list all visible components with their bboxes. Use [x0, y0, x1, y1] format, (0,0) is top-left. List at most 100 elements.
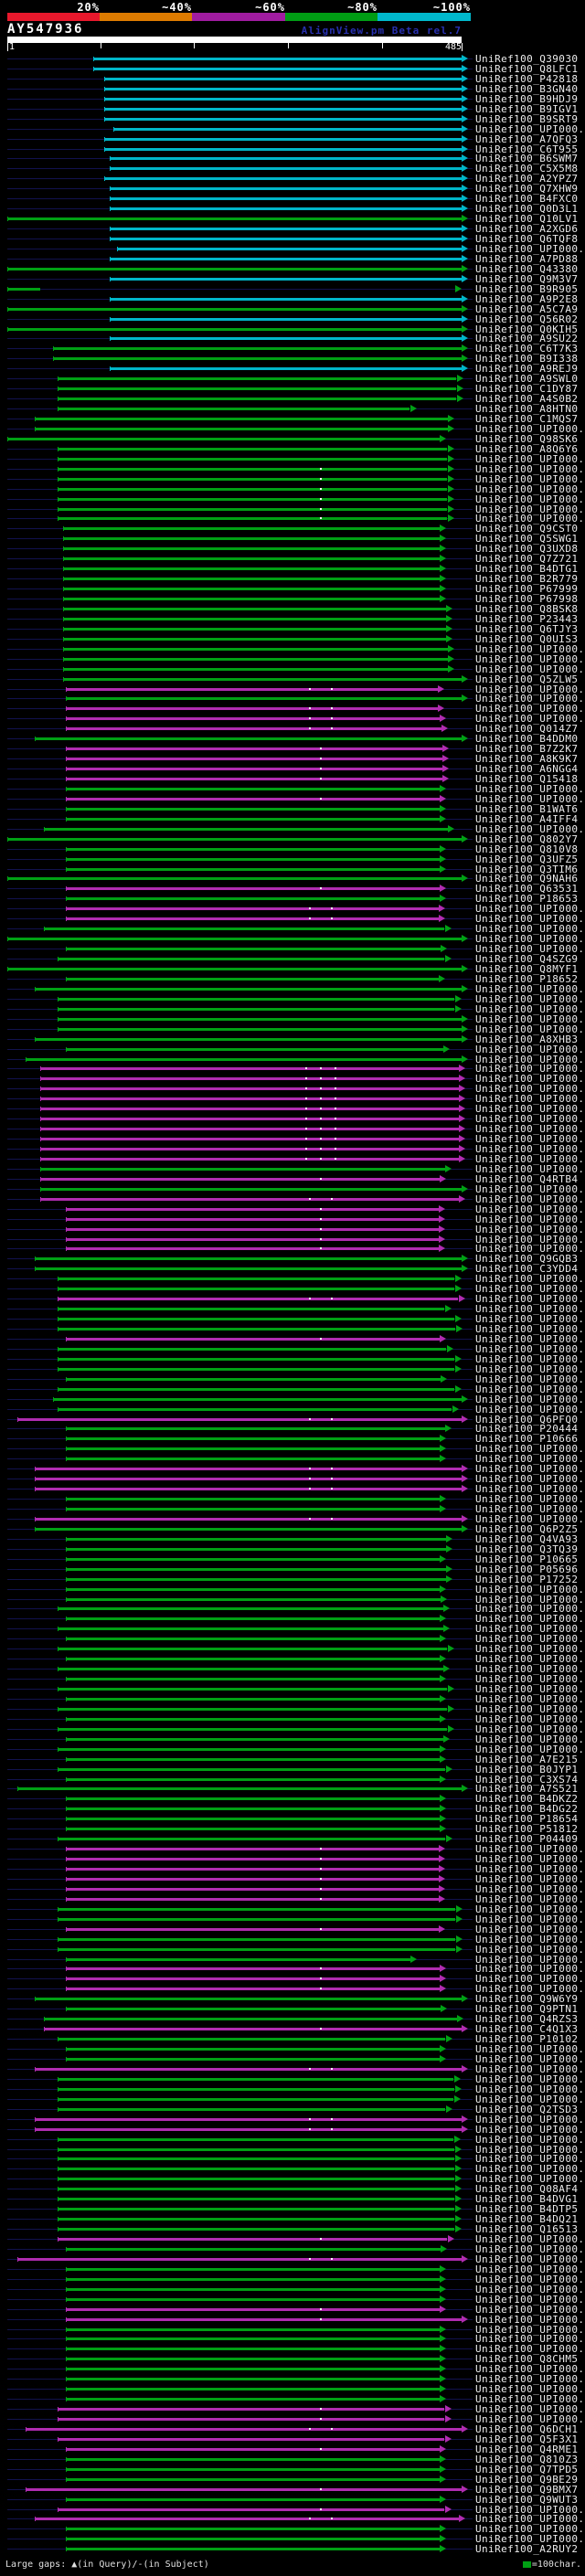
hit-row[interactable]: UniRef100_UPI000.. [0, 2234, 585, 2244]
hit-row[interactable]: UniRef100_A6NGG4 [0, 764, 585, 774]
hit-label[interactable]: UniRef100_UPI000.. [475, 2083, 585, 2095]
alignment-bar[interactable] [58, 2098, 453, 2101]
alignment-bar[interactable] [63, 578, 441, 580]
hit-label[interactable]: UniRef100_P67999 [475, 583, 579, 595]
alignment-bar[interactable] [66, 747, 443, 750]
hit-label[interactable]: UniRef100_B4DQ21 [475, 2213, 579, 2225]
hit-label[interactable]: UniRef100_UPI000.. [475, 483, 585, 495]
hit-row[interactable]: UniRef100_UPI000.. [0, 2115, 585, 2125]
hit-label[interactable]: UniRef100_C1DY87 [475, 383, 579, 395]
hit-row[interactable]: UniRef100_P20444 [0, 1424, 585, 1434]
hit-label[interactable]: UniRef100_UPI000.. [475, 783, 585, 795]
hit-row[interactable]: UniRef100_UPI000.. [0, 1044, 585, 1055]
hit-label[interactable]: UniRef100_P10666 [475, 1433, 579, 1445]
hit-row[interactable]: UniRef100_Q9NAH6 [0, 874, 585, 884]
hit-label[interactable]: UniRef100_UPI000.. [475, 2324, 585, 2336]
alignment-bar[interactable] [110, 228, 462, 230]
hit-row[interactable]: UniRef100_UPI000.. [0, 2374, 585, 2384]
hit-row[interactable]: UniRef100_UPI000.. [0, 454, 585, 464]
alignment-bar[interactable] [35, 1488, 462, 1490]
hit-row[interactable]: UniRef100_UPI000.. [0, 664, 585, 674]
hit-label[interactable]: UniRef100_P04409 [475, 1833, 579, 1845]
alignment-bar[interactable] [7, 268, 462, 270]
hit-label[interactable]: UniRef100_UPI000.. [475, 1313, 585, 1325]
hit-row[interactable]: UniRef100_A4S0B2 [0, 394, 585, 404]
hit-row[interactable]: UniRef100_UPI000.. [0, 2404, 585, 2414]
alignment-bar[interactable] [66, 2368, 441, 2370]
alignment-bar[interactable] [58, 2238, 447, 2241]
hit-label[interactable]: UniRef100_Q9W6Y9 [475, 1993, 579, 2005]
hit-label[interactable]: UniRef100_UPI000.. [475, 1023, 585, 1035]
hit-label[interactable]: UniRef100_C4Q1X3 [475, 2023, 579, 2035]
hit-label[interactable]: UniRef100_A6NGG4 [475, 763, 579, 775]
hit-label[interactable]: UniRef100_UPI000.. [475, 1243, 585, 1255]
alignment-bar[interactable] [40, 1077, 459, 1080]
hit-row[interactable]: UniRef100_A7E215 [0, 1754, 585, 1765]
hit-row[interactable]: UniRef100_UPI000.. [0, 2384, 585, 2394]
hit-label[interactable]: UniRef100_Q8MYF1 [475, 963, 579, 975]
alignment-bar[interactable] [93, 68, 462, 70]
hit-label[interactable]: UniRef100_Q08AF4 [475, 2183, 579, 2195]
hit-row[interactable]: UniRef100_UPI000.. [0, 1854, 585, 1864]
hit-row[interactable]: UniRef100_UPI000.. [0, 1154, 585, 1164]
alignment-bar[interactable] [66, 697, 462, 700]
alignment-bar[interactable] [66, 1818, 441, 1820]
hit-row[interactable]: UniRef100_Q7TPD5 [0, 2465, 585, 2475]
hit-row[interactable]: UniRef100_B9SRT9 [0, 114, 585, 124]
hit-label[interactable]: UniRef100_UPI000.. [475, 1633, 585, 1645]
hit-row[interactable]: UniRef100_UPI000.. [0, 2084, 585, 2094]
hit-label[interactable]: UniRef100_UPI000.. [475, 1663, 585, 1675]
hit-label[interactable]: UniRef100_UPI000.. [475, 2144, 585, 2156]
hit-row[interactable]: UniRef100_UPI000.. [0, 714, 585, 724]
alignment-bar[interactable] [66, 2248, 441, 2251]
alignment-bar[interactable] [35, 737, 462, 740]
alignment-bar[interactable] [66, 2528, 441, 2530]
hit-label[interactable]: UniRef100_UPI000.. [475, 2114, 585, 2125]
hit-row[interactable]: UniRef100_B0JYP1 [0, 1765, 585, 1775]
hit-label[interactable]: UniRef100_Q6P2Z5 [475, 1523, 579, 1535]
hit-row[interactable]: UniRef100_UPI000.. [0, 1595, 585, 1605]
alignment-bar[interactable] [66, 2358, 441, 2360]
hit-label[interactable]: UniRef100_A2RUY2 [475, 2543, 579, 2555]
hit-row[interactable]: UniRef100_UPI000.. [0, 424, 585, 434]
hit-label[interactable]: UniRef100_UPI000.. [475, 1934, 585, 1945]
hit-row[interactable]: UniRef100_B4DDM0 [0, 734, 585, 744]
hit-label[interactable]: UniRef100_Q10LV1 [475, 213, 579, 225]
alignment-bar[interactable] [58, 1328, 455, 1330]
hit-label[interactable]: UniRef100_UPI000.. [475, 1083, 585, 1095]
hit-row[interactable]: UniRef100_UPI000.. [0, 1614, 585, 1624]
hit-label[interactable]: UniRef100_UPI000.. [475, 2173, 585, 2185]
alignment-bar[interactable] [110, 187, 462, 190]
alignment-bar[interactable] [93, 58, 462, 60]
alignment-bar[interactable] [66, 1698, 441, 1701]
alignment-bar[interactable] [66, 1498, 441, 1500]
alignment-bar[interactable] [35, 1257, 462, 1260]
hit-row[interactable]: UniRef100_UPI000.. [0, 2505, 585, 2515]
alignment-bar[interactable] [58, 958, 444, 960]
alignment-bar[interactable] [66, 1888, 440, 1891]
alignment-bar[interactable] [66, 1928, 440, 1931]
alignment-bar[interactable] [66, 1238, 440, 1241]
hit-label[interactable]: UniRef100_A5C7A9 [475, 303, 579, 315]
hit-label[interactable]: UniRef100_UPI000.. [475, 2393, 585, 2405]
hit-row[interactable]: UniRef100_UPI000.. [0, 2524, 585, 2534]
hit-label[interactable]: UniRef100_B4DVG1 [475, 2193, 579, 2205]
alignment-bar[interactable] [58, 2438, 444, 2441]
hit-label[interactable]: UniRef100_Q6TJY3 [475, 623, 579, 635]
hit-row[interactable]: UniRef100_UPI000.. [0, 784, 585, 794]
alignment-bar[interactable] [58, 1298, 458, 1300]
alignment-bar[interactable] [66, 2337, 441, 2340]
hit-row[interactable]: UniRef100_B6SWM7 [0, 154, 585, 164]
hit-row[interactable]: UniRef100_UPI000.. [0, 1694, 585, 1704]
hit-label[interactable]: UniRef100_UPI000.. [475, 1673, 585, 1685]
hit-label[interactable]: UniRef100_A8K9K7 [475, 753, 579, 765]
hit-row[interactable]: UniRef100_Q4RTB4 [0, 1174, 585, 1184]
alignment-bar[interactable] [58, 2208, 454, 2210]
hit-label[interactable]: UniRef100_A7PD88 [475, 253, 579, 265]
hit-row[interactable]: UniRef100_UPI000.. [0, 2164, 585, 2174]
alignment-bar[interactable] [58, 488, 447, 491]
hit-label[interactable]: UniRef100_C6T7K3 [475, 343, 579, 355]
hit-row[interactable]: UniRef100_UPI000.. [0, 2305, 585, 2315]
alignment-bar[interactable] [35, 1518, 462, 1521]
hit-label[interactable]: UniRef100_UPI000.. [475, 1683, 585, 1695]
